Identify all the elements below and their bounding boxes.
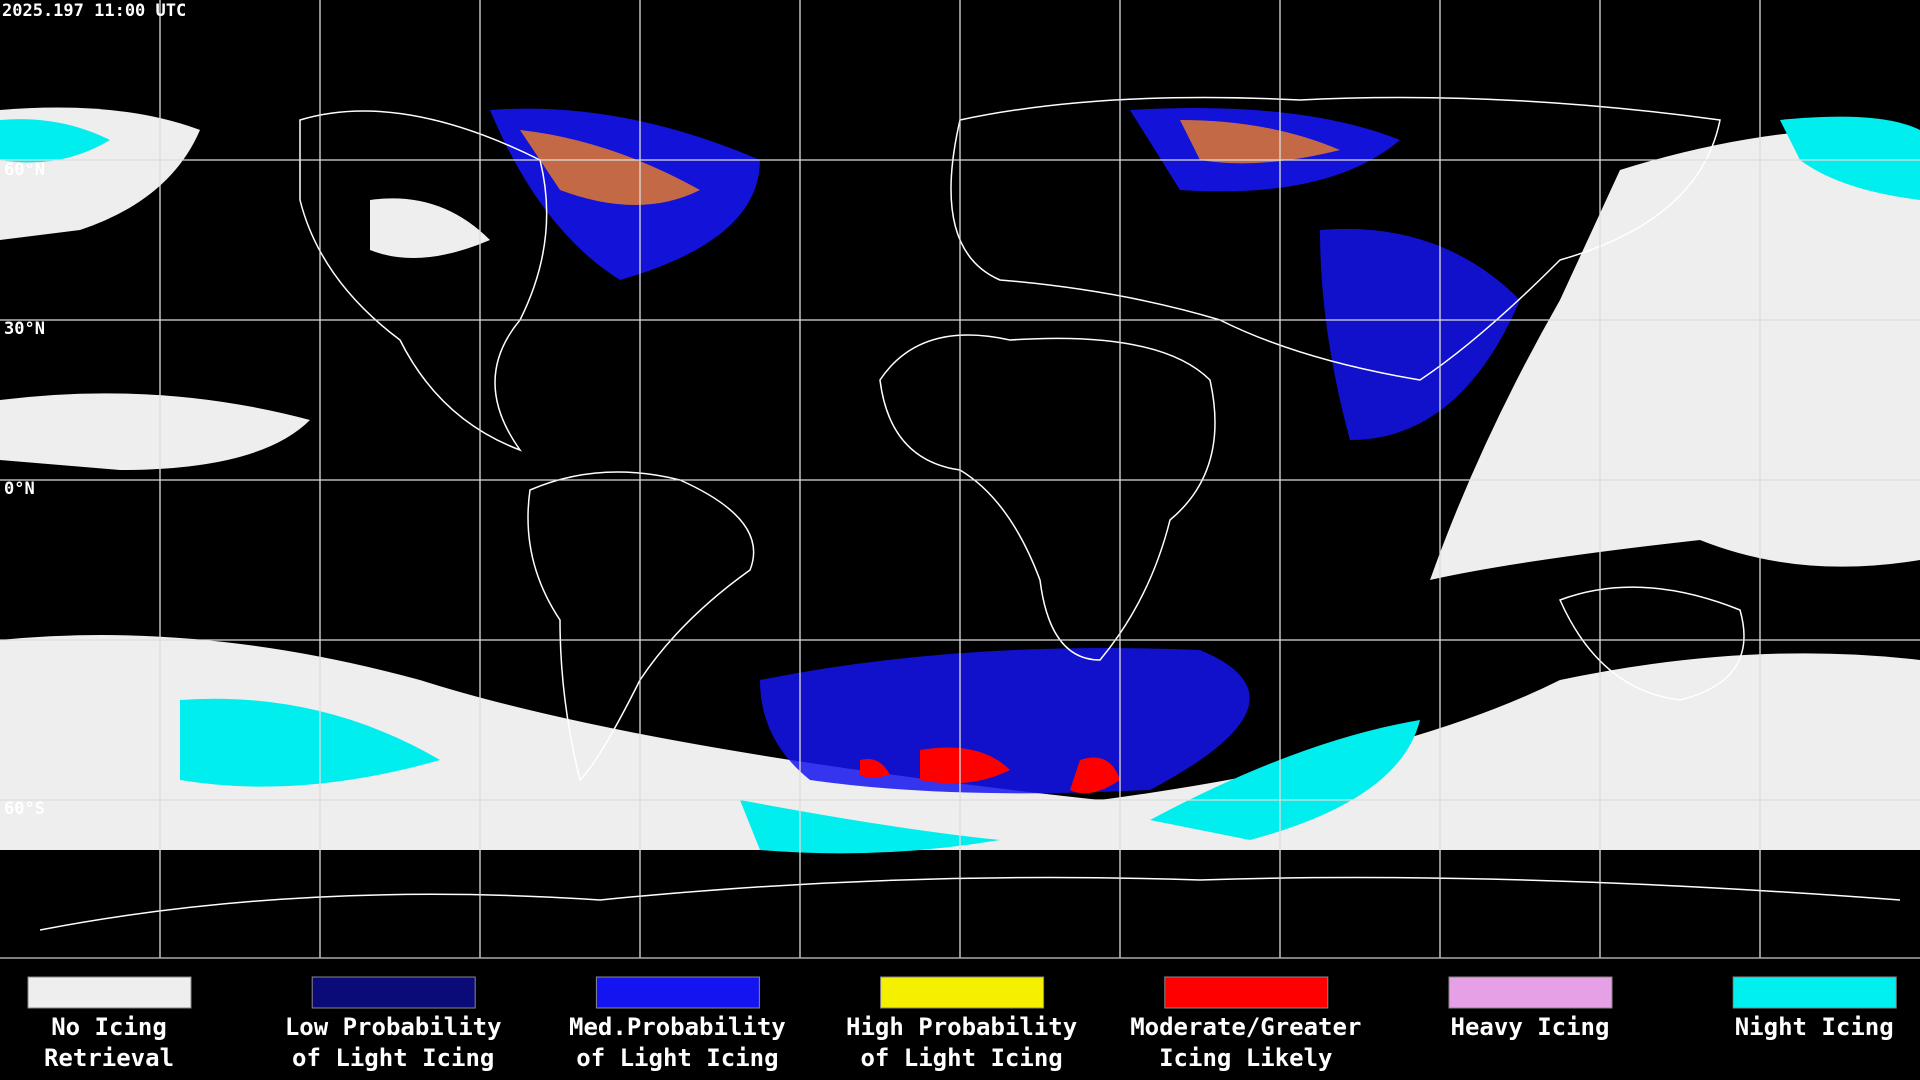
- legend-label: Low Probability: [285, 1013, 502, 1041]
- legend-swatch: [1164, 976, 1329, 1009]
- icing-patch: [1320, 228, 1520, 440]
- graticule: [0, 0, 1920, 958]
- legend-swatch: [595, 976, 760, 1009]
- legend-swatch: [1448, 976, 1613, 1009]
- cloud-patch: [1150, 720, 1420, 840]
- latitude-label: 0°N: [4, 479, 35, 499]
- latitude-label: 60°S: [4, 799, 45, 819]
- icing-patch: [760, 648, 1250, 794]
- legend-label: of Light Icing: [576, 1044, 778, 1072]
- cloud-patch: [1780, 116, 1920, 200]
- legend-label: of Light Icing: [860, 1044, 1062, 1072]
- coastline: [299, 110, 548, 452]
- legend-label: Med.Probability: [569, 1013, 786, 1041]
- latitude-label: 30°N: [4, 319, 45, 339]
- legend-swatch: [880, 976, 1045, 1009]
- legend: No Icing Retrieval Low Probability of Light…: [27, 976, 1897, 1072]
- legend-label: Night Icing: [1735, 1013, 1894, 1041]
- cloud-patch: [370, 198, 490, 258]
- icing-patch: [1070, 757, 1120, 794]
- legend-label: Retrieval: [44, 1044, 174, 1072]
- legend-label: of Light Icing: [292, 1044, 494, 1072]
- icing-patch: [860, 759, 890, 778]
- cloud-patch: [0, 119, 110, 163]
- coastline: [1558, 586, 1745, 701]
- legend-swatch: [27, 976, 192, 1009]
- legend-label: Heavy Icing: [1451, 1013, 1610, 1041]
- cloud-patch: [0, 393, 310, 470]
- latitude-label: 60°N: [4, 160, 45, 180]
- cloud-patch: [1430, 128, 1920, 580]
- icing-patch: [920, 747, 1010, 784]
- legend-label: Moderate/Greater: [1130, 1013, 1361, 1041]
- coastline: [39, 876, 1901, 931]
- legend-label: Icing Likely: [1159, 1044, 1332, 1072]
- cloud-patch: [180, 698, 440, 787]
- legend-label: High Probability: [846, 1013, 1077, 1041]
- latitude-labels: 60°N 30°N 0°N 60°S: [4, 160, 45, 819]
- coastline: [950, 96, 1721, 381]
- coastline: [879, 334, 1216, 661]
- cloud-patch: [740, 800, 1000, 854]
- legend-swatch: [1732, 976, 1897, 1009]
- legend-swatch: [311, 976, 476, 1009]
- legend-label: No Icing: [51, 1013, 167, 1041]
- timestamp: 2025.197 11:00 UTC: [2, 1, 186, 21]
- icing-patch: [1180, 120, 1340, 164]
- icing-patch: [520, 130, 700, 205]
